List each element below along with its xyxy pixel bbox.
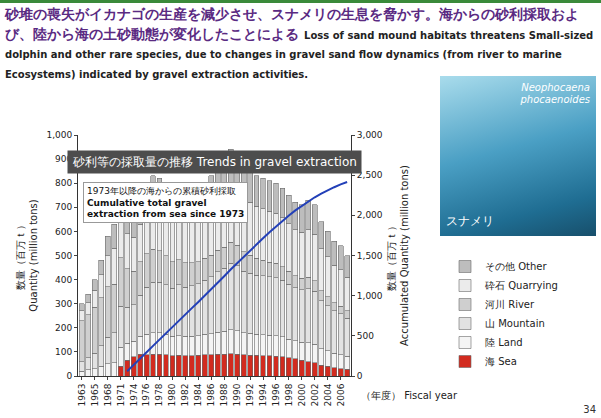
svg-text:2002: 2002: [310, 384, 320, 407]
svg-text:0: 0: [66, 371, 72, 381]
svg-text:2006: 2006: [336, 383, 346, 406]
svg-text:200: 200: [55, 323, 72, 333]
svg-text:3,000: 3,000: [357, 130, 383, 140]
svg-text:2000: 2000: [297, 383, 307, 406]
svg-text:2,500: 2,500: [357, 170, 383, 180]
svg-text:500: 500: [55, 251, 72, 261]
svg-text:1971: 1971: [116, 384, 126, 407]
svg-text:1980: 1980: [167, 383, 177, 406]
svg-text:砂利等の採取量の推移 Trends in gravel ex: 砂利等の採取量の推移 Trends in gravel extraction: [72, 155, 357, 169]
svg-text:1963: 1963: [77, 384, 87, 407]
svg-text:1,000: 1,000: [357, 291, 383, 301]
svg-text:2004: 2004: [323, 383, 333, 406]
svg-text:1973年以降の海からの累積砂利採取Cumulative t: 1973年以降の海からの累積砂利採取Cumulative total grave…: [87, 186, 244, 219]
html-text:砂堆の喪失がイカナゴの生産を減少させ、スナメリの生息を脅かす: 砂堆の喪失がイカナゴの生産を減少させ、スナメリの生息を脅かす。海からの砂利採取お…: [5, 6, 594, 80]
svg-text:1976: 1976: [141, 383, 151, 406]
svg-text:1,500: 1,500: [357, 251, 383, 261]
svg-text:1,000: 1,000: [46, 130, 72, 140]
svg-text:数量（百万ｔ）Accumulated Quantity (m: 数量（百万ｔ）Accumulated Quantity (million ton…: [386, 165, 410, 346]
svg-text:0: 0: [357, 371, 363, 381]
svg-text:1988: 1988: [219, 383, 229, 406]
svg-text:1978: 1978: [154, 383, 164, 406]
svg-text:（年度） Fiscal year: （年度） Fiscal year: [361, 390, 458, 401]
svg-text:400: 400: [55, 275, 72, 285]
svg-text:数量（百万ｔ）Quantity (million tons): 数量（百万ｔ）Quantity (million tons): [15, 199, 39, 311]
svg-text:1990: 1990: [232, 383, 242, 406]
svg-text:山 Mountain: 山 Mountain: [485, 318, 545, 329]
svg-text:1982: 1982: [180, 384, 190, 407]
svg-text:1992: 1992: [245, 384, 255, 407]
svg-text:1968: 1968: [103, 383, 113, 406]
svg-text:1996: 1996: [271, 383, 281, 406]
html-text:Neophocaena phocaenoides: Neophocaena phocaenoides: [520, 82, 590, 105]
svg-text:1986: 1986: [206, 383, 216, 406]
svg-text:1965: 1965: [90, 384, 100, 407]
svg-text:300: 300: [55, 299, 72, 309]
svg-text:900: 900: [55, 154, 72, 164]
svg-text:1974: 1974: [129, 383, 139, 406]
svg-text:100: 100: [55, 347, 72, 357]
svg-text:河川 River: 河川 River: [485, 299, 535, 310]
html-text:34: 34: [583, 404, 596, 415]
html-text:スナメリ: スナメリ: [446, 214, 494, 228]
svg-text:2,000: 2,000: [357, 210, 383, 220]
svg-text:1984: 1984: [193, 383, 203, 406]
svg-text:500: 500: [357, 331, 374, 341]
svg-text:600: 600: [55, 227, 72, 237]
svg-text:海 Sea: 海 Sea: [485, 356, 517, 367]
svg-text:陸 Land: 陸 Land: [485, 337, 523, 348]
svg-text:800: 800: [55, 178, 72, 188]
svg-text:700: 700: [55, 202, 72, 212]
svg-text:1994: 1994: [258, 383, 268, 406]
svg-text:1998: 1998: [284, 383, 294, 406]
svg-text:砕石 Quarrying: 砕石 Quarrying: [484, 280, 558, 291]
svg-text:その他 Other: その他 Other: [485, 261, 547, 272]
